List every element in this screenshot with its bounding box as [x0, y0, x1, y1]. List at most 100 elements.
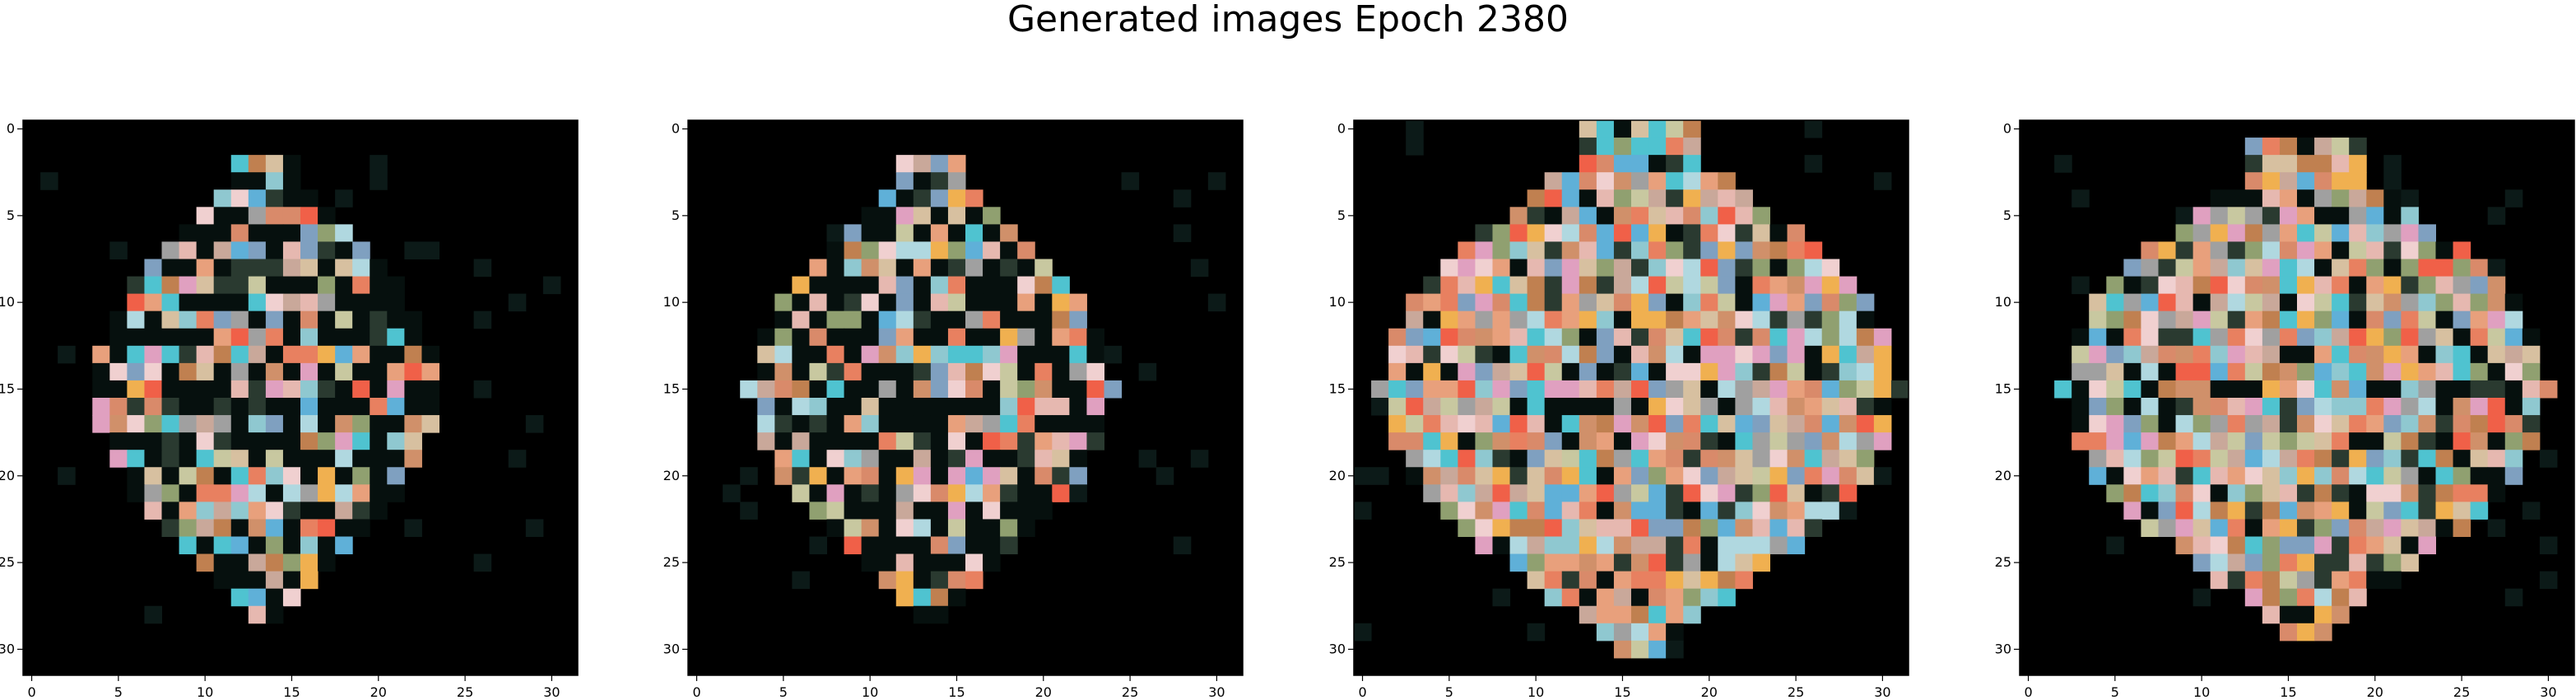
pixel	[318, 467, 336, 485]
pixel	[1035, 484, 1053, 502]
pixel	[844, 502, 863, 520]
pixel	[2141, 467, 2159, 485]
pixel	[2175, 467, 2194, 485]
pixel	[913, 155, 932, 173]
pixel	[2349, 415, 2367, 433]
pixel	[2453, 293, 2471, 312]
pixel	[2418, 398, 2436, 416]
pixel	[947, 536, 966, 555]
pixel	[2349, 467, 2367, 485]
pixel	[1440, 484, 1458, 502]
pixel	[2349, 398, 2367, 416]
pixel	[2366, 432, 2384, 450]
pixel	[1666, 623, 1684, 642]
pixel-grid	[1354, 120, 1909, 659]
pixel	[248, 432, 267, 450]
pixel	[930, 432, 949, 450]
pixel	[2314, 259, 2332, 278]
pixel	[213, 362, 232, 381]
pixel	[2332, 484, 2350, 502]
pixel	[1440, 467, 1458, 485]
pixel	[1631, 415, 1649, 433]
pixel	[1752, 380, 1770, 399]
pixel	[1475, 398, 1493, 416]
pixel	[2366, 345, 2384, 364]
pixel	[2383, 241, 2402, 259]
pixel	[335, 398, 353, 416]
pixel	[2123, 259, 2141, 278]
pixel	[1475, 328, 1493, 347]
pixel	[2366, 398, 2384, 416]
pixel	[757, 328, 775, 347]
pixel	[2332, 189, 2350, 208]
pixel	[58, 467, 76, 485]
pixel	[895, 276, 914, 295]
pixel	[2297, 398, 2315, 416]
pixel	[1804, 345, 1823, 364]
pixel	[2418, 519, 2436, 537]
pixel	[2487, 328, 2506, 347]
pixel	[1648, 189, 1667, 208]
pixel	[1596, 224, 1615, 242]
pixel	[2244, 467, 2263, 485]
pixel	[318, 450, 336, 468]
pixel	[421, 345, 439, 364]
pixel	[1613, 172, 1632, 190]
pixel	[792, 362, 810, 381]
pixel	[1613, 536, 1632, 555]
pixel	[196, 328, 215, 347]
pixel	[387, 362, 405, 381]
pixel	[40, 172, 58, 190]
pixel	[1509, 259, 1528, 278]
pixel	[809, 536, 827, 555]
pixel	[2158, 502, 2177, 520]
pixel	[1475, 519, 1493, 537]
pixel	[1613, 415, 1632, 433]
pixel	[1596, 588, 1615, 607]
pixel	[1035, 310, 1053, 329]
pixel	[1700, 467, 1718, 485]
pixel	[2314, 502, 2332, 520]
pixel	[179, 415, 198, 433]
pixel	[2262, 553, 2281, 572]
pixel	[127, 484, 145, 502]
pixel	[196, 484, 215, 502]
pixel	[1086, 328, 1104, 347]
pixel	[318, 276, 336, 295]
pixel	[861, 259, 880, 278]
pixel	[2539, 536, 2558, 555]
pixel	[930, 189, 949, 208]
pixel	[1475, 259, 1493, 278]
pixel	[878, 467, 897, 485]
pixel	[387, 380, 405, 399]
pixel	[1787, 415, 1806, 433]
pixel	[1631, 640, 1649, 659]
pixel	[2297, 553, 2315, 572]
pixel	[2470, 293, 2489, 312]
pixel	[230, 432, 249, 450]
pixel	[1596, 362, 1615, 381]
pixel	[1475, 502, 1493, 520]
pixel	[861, 467, 880, 485]
pixel	[213, 519, 232, 537]
pixel	[1509, 224, 1528, 242]
pixel	[248, 259, 267, 278]
pixel	[282, 519, 301, 537]
pixel	[2054, 155, 2072, 173]
pixel	[1388, 432, 1407, 450]
pixel	[161, 502, 180, 520]
pixel	[1683, 415, 1701, 433]
pixel	[2089, 328, 2107, 347]
pixel	[2227, 553, 2246, 572]
pixel	[930, 588, 949, 607]
pixel	[2210, 362, 2229, 381]
pixel	[387, 467, 405, 485]
pixel	[2192, 502, 2211, 520]
pixel	[352, 276, 370, 295]
pixel	[2192, 380, 2211, 399]
pixel	[2522, 502, 2541, 520]
pixel	[878, 432, 897, 450]
pixel	[2262, 432, 2281, 450]
pixel	[1492, 380, 1511, 399]
